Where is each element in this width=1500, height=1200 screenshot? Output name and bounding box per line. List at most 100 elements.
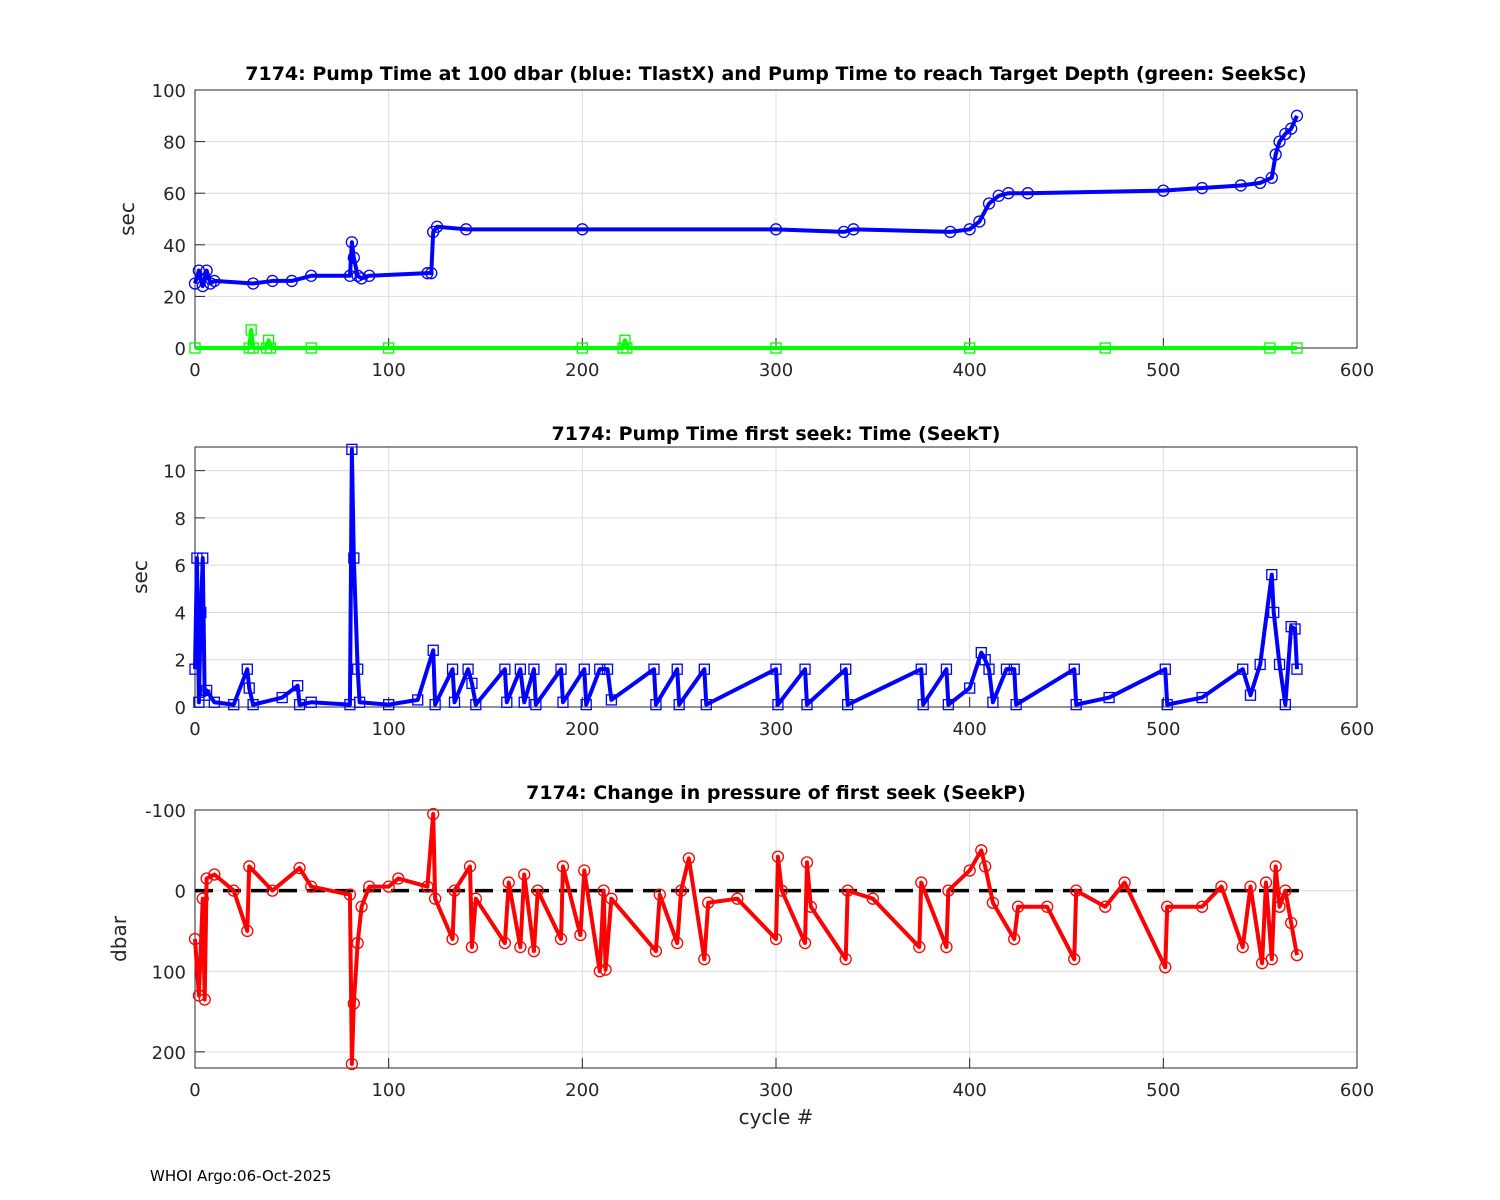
- data-point-TlastX: [973, 215, 986, 228]
- data-point-SeekT: [799, 663, 811, 675]
- x-tick-label: 0: [189, 360, 200, 381]
- data-point-SeekP: [421, 880, 434, 893]
- data-point-TlastX: [1290, 109, 1304, 122]
- data-point-SeekP: [1068, 953, 1081, 966]
- data-point-SeekT: [770, 663, 782, 675]
- data-point-TlastX: [196, 279, 209, 293]
- data-point-TlastX: [343, 269, 357, 282]
- data-point-SeekP: [347, 997, 360, 1010]
- data-point-SeekSc: [245, 324, 257, 336]
- y-tick-label: 100: [152, 962, 186, 983]
- data-point-TlastX: [982, 197, 996, 210]
- data-point-SeekP: [771, 850, 785, 863]
- data-point-SeekP: [514, 940, 527, 954]
- data-point-SeekP: [469, 892, 482, 905]
- data-point-SeekP: [1118, 876, 1131, 889]
- data-point-SeekT: [555, 663, 567, 675]
- data-point-SeekT: [189, 663, 201, 675]
- data-point-SeekP: [1236, 940, 1249, 954]
- y-axis-label: sec: [115, 202, 139, 236]
- data-point-SeekSc: [621, 342, 633, 354]
- data-point-SeekP: [498, 936, 512, 950]
- data-point-SeekSc: [189, 342, 201, 354]
- data-point-SeekP: [671, 936, 684, 950]
- y-tick-label: 60: [163, 184, 186, 205]
- data-point-SeekP: [227, 884, 240, 897]
- data-point-TlastX: [430, 220, 444, 233]
- data-point-SeekP: [1195, 900, 1209, 913]
- y-tick-label: 0: [175, 698, 186, 719]
- x-tick-label: 400: [952, 360, 986, 381]
- data-point-SeekT: [528, 663, 540, 675]
- data-point-SeekSc: [619, 334, 631, 346]
- data-point-SeekP: [942, 884, 955, 897]
- data-point-SeekP: [556, 860, 570, 873]
- data-point-SeekP: [446, 932, 459, 946]
- data-point-SeekT: [673, 698, 685, 711]
- data-point-SeekT: [191, 552, 203, 564]
- data-point-SeekP: [518, 868, 531, 881]
- data-point-SeekT: [462, 663, 474, 675]
- data-point-SeekT: [1273, 658, 1286, 671]
- data-point-SeekSc: [383, 342, 395, 354]
- data-point-TlastX: [285, 274, 298, 288]
- x-tick-label: 300: [759, 360, 793, 381]
- data-point-SeekP: [674, 884, 688, 897]
- data-point-SeekP: [800, 856, 814, 869]
- data-point-SeekP: [1273, 900, 1286, 913]
- data-point-TlastX: [847, 223, 860, 236]
- x-tick-label: 0: [189, 719, 200, 740]
- x-tick-label: 200: [565, 719, 599, 740]
- data-point-SeekT: [383, 698, 395, 711]
- data-point-SeekT: [291, 680, 304, 692]
- data-point-TlastX: [1273, 135, 1286, 148]
- data-point-SeekP: [913, 940, 926, 954]
- data-point-SeekT: [352, 663, 364, 675]
- data-point-SeekT: [840, 663, 852, 675]
- data-point-SeekT: [353, 696, 366, 708]
- data-point-SeekT: [499, 663, 511, 675]
- data-point-SeekT: [1279, 698, 1291, 711]
- y-tick-label: 80: [163, 133, 186, 154]
- data-point-SeekP: [266, 884, 279, 897]
- x-tick-label: 600: [1340, 1080, 1374, 1101]
- axes-seekp: 0 100 200 300 400 500 600 -100 0 100 200 7174: Cha…: [107, 782, 1374, 1129]
- data-point-SeekP: [653, 888, 666, 901]
- x-tick-label: 500: [1146, 360, 1180, 381]
- data-point-SeekP: [866, 892, 879, 905]
- x-tick-label: 500: [1146, 719, 1180, 740]
- data-point-SeekT: [1268, 606, 1280, 619]
- data-point-SeekP: [427, 807, 440, 821]
- data-point-SeekP: [804, 900, 818, 913]
- data-point-SeekP: [769, 932, 783, 946]
- x-tick-label: 100: [371, 719, 405, 740]
- data-point-SeekP: [597, 884, 610, 897]
- data-point-SeekSc: [247, 342, 259, 354]
- x-tick-label: 600: [1340, 719, 1374, 740]
- data-point-TlastX: [1002, 187, 1015, 200]
- x-tick-label: 400: [952, 1080, 986, 1101]
- data-point-SeekT: [580, 698, 592, 711]
- series-line-SeekSc: [195, 327, 1297, 350]
- series-line-SeekP: [193, 812, 1299, 1066]
- data-point-SeekT: [348, 552, 360, 564]
- x-tick-label: 0: [189, 1080, 200, 1101]
- data-point-SeekT: [1266, 568, 1278, 581]
- data-point-SeekP: [531, 884, 544, 897]
- data-point-SeekT: [1196, 691, 1208, 704]
- data-point-TlastX: [1269, 148, 1282, 161]
- data-point-SeekT: [917, 698, 929, 711]
- chart-title: 7174: Pump Time at 100 dbar (blue: Tlast…: [245, 63, 1306, 85]
- data-point-TlastX: [363, 269, 376, 282]
- data-point-SeekP: [1269, 860, 1282, 873]
- y-axis-label: sec: [128, 560, 152, 594]
- data-point-SeekP: [305, 880, 318, 893]
- data-point-SeekP: [343, 888, 357, 901]
- data-point-SeekP: [574, 928, 587, 942]
- footer-credit: WHOI Argo:06-Oct-2025: [150, 1167, 332, 1185]
- y-tick-label: 6: [175, 556, 186, 577]
- data-point-SeekP: [1070, 884, 1083, 897]
- data-point-SeekP: [465, 940, 479, 954]
- data-point-SeekT: [518, 696, 530, 708]
